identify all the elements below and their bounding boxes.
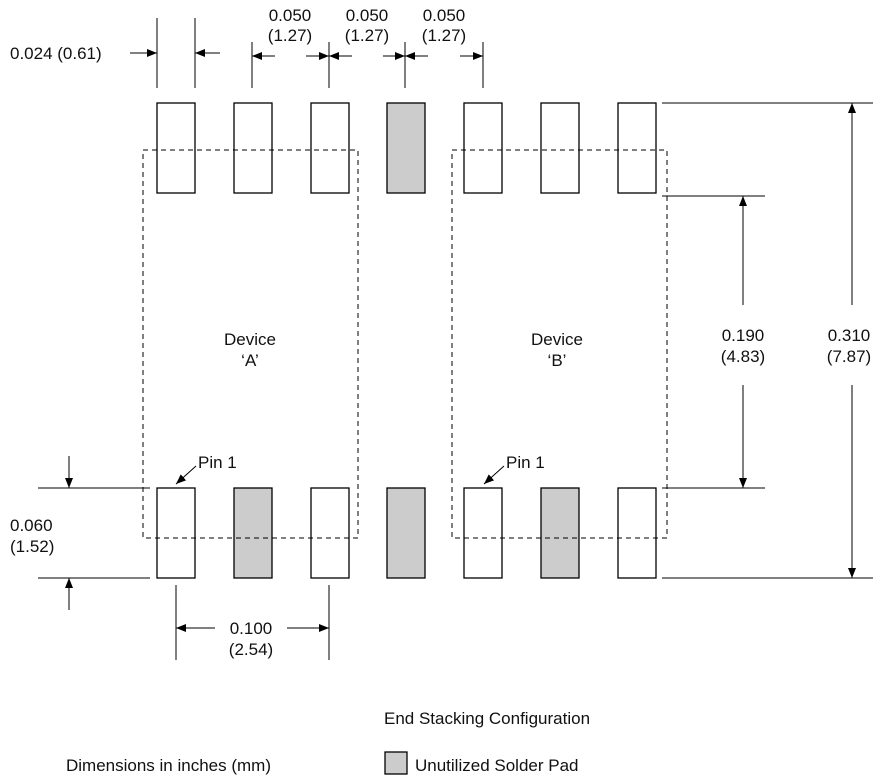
- bottom-pad-4: [386, 487, 426, 579]
- bottom-pad-2: [233, 487, 273, 579]
- bottom-pad-7: [617, 487, 657, 579]
- pad-span-mm: (2.54): [229, 640, 273, 659]
- top-pad-5: [463, 102, 503, 194]
- device-b-outline: [451, 149, 668, 539]
- pitch-1-inches: 0.050: [269, 6, 312, 25]
- outer-height-mm: (7.87): [827, 347, 871, 366]
- pitch-1-mm: (1.27): [268, 26, 312, 45]
- legend-swatch-unutilized: [384, 751, 408, 775]
- pitch-3-mm: (1.27): [422, 26, 466, 45]
- device-a-label-line1: Device: [224, 330, 276, 349]
- inner-height-mm: (4.83): [721, 347, 765, 366]
- outer-height-inches: 0.310: [828, 326, 871, 345]
- pad-length-dimension-lines: [38, 456, 150, 610]
- top-dimensions: [130, 18, 484, 88]
- device-a-outline: [142, 149, 359, 539]
- pin1-arrow-b: [483, 465, 505, 485]
- pad-span-dimension-lines: [175, 585, 330, 660]
- top-pad-7: [617, 102, 657, 194]
- top-pad-6: [540, 102, 580, 194]
- pitch-2-inches: 0.050: [346, 6, 389, 25]
- solder-pads: [156, 102, 657, 579]
- pad-length-mm: (1.52): [10, 537, 54, 556]
- bottom-pad-1: [156, 487, 196, 579]
- top-pad-3: [310, 102, 350, 194]
- pitch-3-inches: 0.050: [423, 6, 466, 25]
- pin1-arrow-a: [175, 465, 197, 485]
- pad-width-dimension: 0.024 (0.61): [10, 44, 102, 63]
- top-pad-4: [386, 102, 426, 194]
- bottom-pad-6: [540, 487, 580, 579]
- device-a-label-line2: ‘A’: [241, 351, 259, 370]
- pin1-label-a: Pin 1: [198, 453, 237, 472]
- inner-height-inches: 0.190: [722, 326, 765, 345]
- pitch-2-mm: (1.27): [345, 26, 389, 45]
- top-pad-2: [233, 102, 273, 194]
- device-b-label-line1: Device: [531, 330, 583, 349]
- configuration-title: End Stacking Configuration: [384, 709, 590, 728]
- legend-label: Unutilized Solder Pad: [415, 756, 578, 775]
- pad-span-inches: 0.100: [230, 619, 273, 638]
- bottom-pad-3: [310, 487, 350, 579]
- pad-length-inches: 0.060: [10, 516, 53, 535]
- pin1-label-b: Pin 1: [506, 453, 545, 472]
- top-pad-1: [156, 102, 196, 194]
- units-note: Dimensions in inches (mm): [66, 756, 271, 775]
- bottom-pad-5: [463, 487, 503, 579]
- device-b-label-line2: ‘B’: [548, 351, 567, 370]
- right-dimension-lines: [662, 102, 873, 579]
